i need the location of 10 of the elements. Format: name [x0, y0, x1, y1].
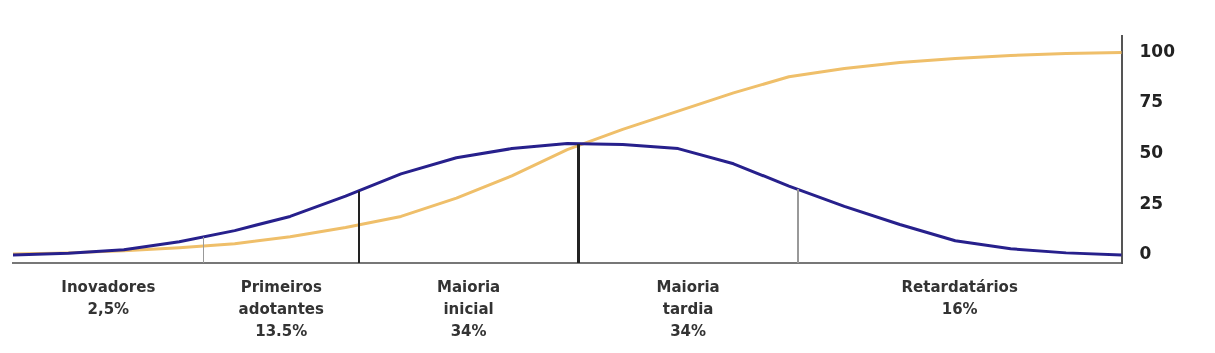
y-tick-label: 0	[1139, 243, 1152, 264]
text: Primeiros adotantes 13.5%	[238, 278, 325, 341]
text: Maioria tardia 34%	[656, 278, 720, 341]
y-tick-label: 50	[1139, 142, 1164, 163]
y-tick-label: 25	[1139, 192, 1164, 213]
text: Inovadores 2,5%	[61, 278, 156, 319]
text: Retardatários 16%	[901, 278, 1018, 319]
y-tick-label: 75	[1139, 91, 1164, 112]
text: Maioria inicial 34%	[437, 278, 501, 341]
y-tick-label: 100	[1139, 40, 1176, 61]
